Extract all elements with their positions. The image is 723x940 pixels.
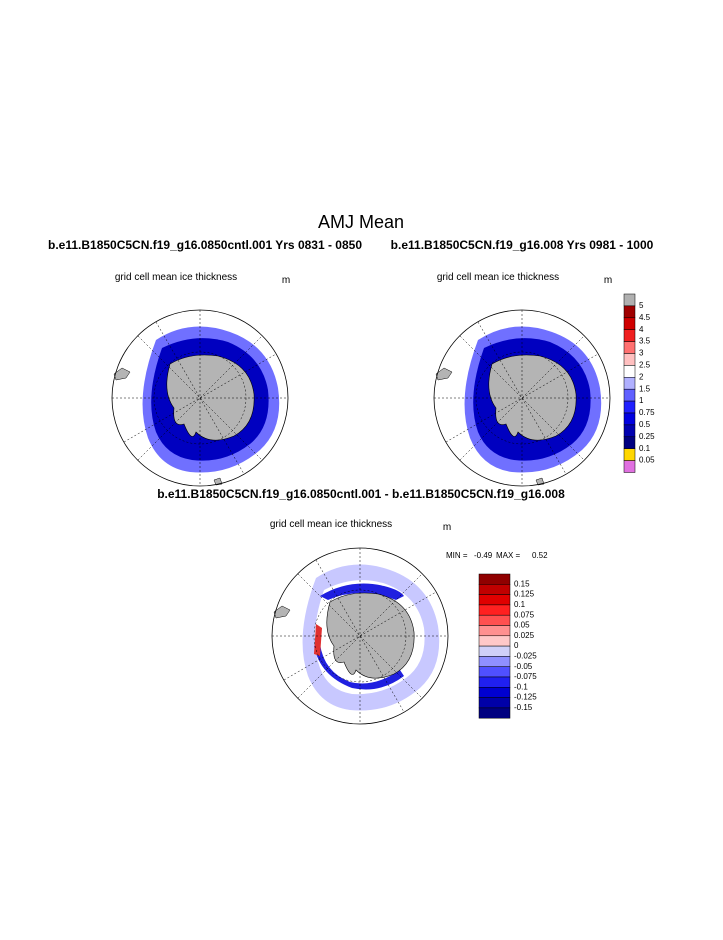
colorbar-label: 3: [639, 349, 644, 358]
diff-title: b.e11.B1850C5CN.f19_g16.0850cntl.001 - b…: [157, 487, 565, 501]
diff-subtitle: grid cell mean ice thickness: [270, 519, 392, 530]
colorbar-label: 0.1: [639, 444, 651, 453]
colorbar-swatch: [478, 697, 511, 709]
colorbar-label: -0.1: [514, 682, 528, 691]
colorbar-swatch: [623, 329, 636, 342]
colorbar-swatch: [478, 614, 511, 626]
colorbar-label: 2.5: [639, 361, 651, 370]
colorbar-label: 4: [639, 325, 644, 334]
colorbar-label: 1.5: [639, 384, 651, 393]
colorbar-swatch: [478, 625, 511, 637]
panel-units: m: [604, 275, 612, 286]
panel-title: b.e11.B1850C5CN.f19_g16.0850cntl.001 Yrs…: [48, 238, 362, 252]
figure-title: AMJ Mean: [318, 212, 404, 232]
min-value: -0.49: [474, 551, 493, 560]
colorbar-label: 0.25: [639, 432, 655, 441]
colorbar-swatch: [623, 436, 636, 449]
colorbar-swatch: [478, 594, 511, 606]
colorbar-swatch: [623, 293, 636, 307]
colorbar-swatch: [623, 341, 636, 354]
diff-map: [271, 547, 449, 725]
colorbar-swatch: [623, 412, 636, 426]
colorbar-label: 0.025: [514, 631, 535, 640]
colorbar-swatch: [623, 388, 636, 402]
panel-units: m: [282, 275, 290, 286]
max-value: 0.52: [532, 551, 548, 560]
colorbar-label: -0.075: [514, 672, 537, 681]
max-label: MAX =: [496, 551, 521, 560]
colorbar-swatch: [478, 584, 511, 595]
colorbar-swatch: [623, 400, 636, 414]
colorbar-swatch: [623, 317, 636, 330]
colorbar-label: 0.1: [514, 600, 526, 609]
colorbar-label: -0.025: [514, 652, 537, 661]
min-label: MIN =: [446, 551, 468, 560]
colorbar-label: 0.075: [514, 610, 535, 619]
colorbar-label: 0.15: [514, 579, 530, 588]
colorbar-swatch: [623, 448, 636, 461]
colorbar-swatch: [623, 353, 636, 366]
colorbar-swatch: [478, 635, 511, 647]
colorbar-label: 3.5: [639, 337, 651, 346]
colorbar-swatch: [623, 377, 636, 390]
colorbar-swatch: [478, 676, 511, 688]
colorbar-label: -0.05: [514, 662, 533, 671]
panel-title: b.e11.B1850C5CN.f19_g16.008 Yrs 0981 - 1…: [391, 238, 654, 252]
panel-subtitle: grid cell mean ice thickness: [437, 272, 559, 283]
map: [433, 309, 611, 487]
colorbar-swatch: [478, 656, 511, 667]
colorbar-swatch: [478, 707, 511, 719]
colorbar-label: 5: [639, 301, 644, 310]
colorbar-swatch: [478, 666, 511, 678]
colorbar-swatch: [478, 604, 511, 616]
colorbar-label: 0: [514, 641, 519, 650]
colorbar-label: 0.05: [514, 621, 530, 630]
colorbar-swatch: [478, 687, 511, 698]
map: [111, 309, 289, 487]
colorbar-swatch: [623, 305, 636, 319]
colorbar-swatch: [623, 424, 636, 438]
colorbar-label: 1: [639, 396, 644, 405]
colorbar-label: 0.75: [639, 408, 655, 417]
colorbar-swatch: [623, 460, 636, 473]
diff-units: m: [443, 522, 451, 533]
panel-subtitle: grid cell mean ice thickness: [115, 272, 237, 283]
colorbar-label: 2: [639, 372, 644, 381]
colorbar-label: 0.05: [639, 456, 655, 465]
colorbar-swatch: [478, 645, 511, 657]
colorbar-swatch: [478, 573, 511, 585]
colorbar-label: -0.125: [514, 693, 537, 702]
colorbar-swatch: [623, 365, 636, 378]
colorbar-label: 0.125: [514, 590, 535, 599]
colorbar-label: 4.5: [639, 313, 651, 322]
colorbar-label: -0.15: [514, 703, 533, 712]
colorbar-label: 0.5: [639, 420, 651, 429]
